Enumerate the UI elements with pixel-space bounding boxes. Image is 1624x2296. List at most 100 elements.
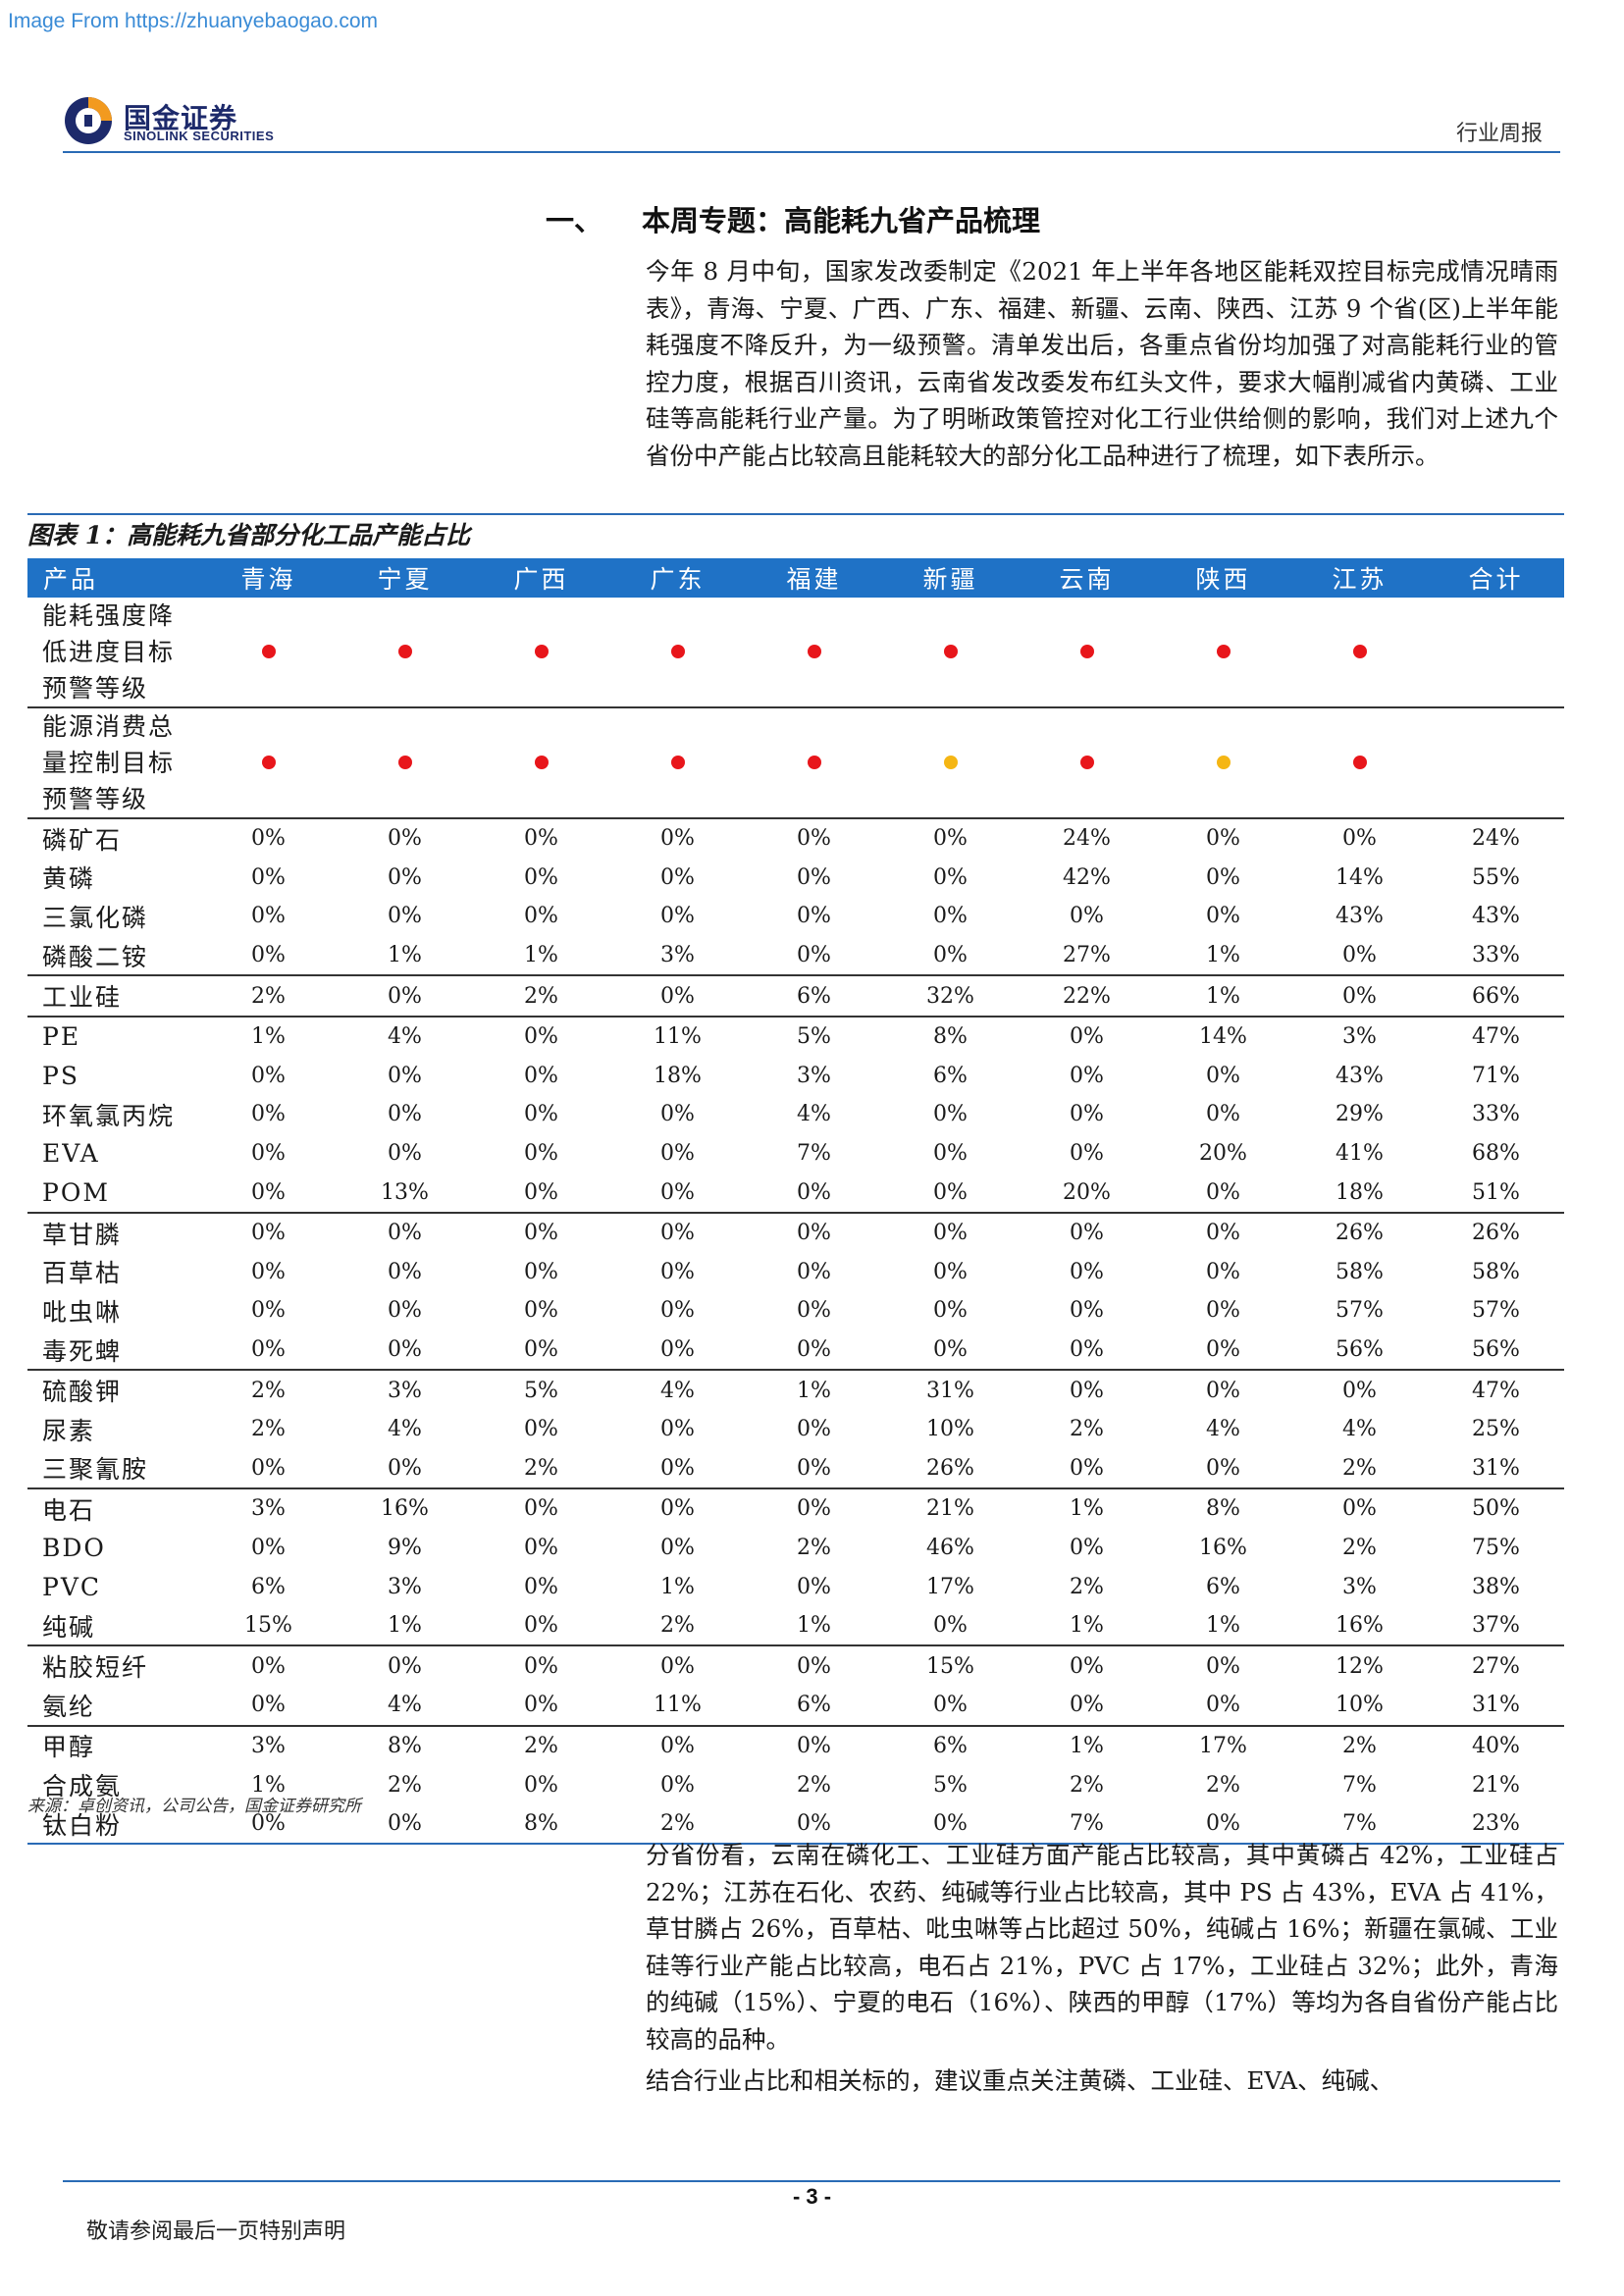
product-name-cell: 合成氨 xyxy=(42,1772,123,1801)
product-name-cell: 三聚氰胺 xyxy=(42,1455,149,1485)
share-value-cell: 43% xyxy=(1336,1063,1384,1088)
table-row: 工业硅 2% 0% 2% 0% 6% 32% 22% 1% 0% 66% xyxy=(27,974,1564,1017)
warning-cell xyxy=(200,706,337,818)
product-name-cell: 三氯化磷 xyxy=(42,903,149,932)
logo-chinese-name: 国金证券 xyxy=(124,102,238,134)
red-warning-dot-icon xyxy=(670,645,685,658)
share-value-cell: 46% xyxy=(926,1535,974,1560)
share-value-cell: 0% xyxy=(1155,1803,1291,1846)
share-value-cell: 0% xyxy=(1155,1369,1291,1410)
share-value-cell: 0% xyxy=(797,1455,831,1481)
share-value-cell: 1% xyxy=(1019,1724,1155,1766)
share-value-cell: 13% xyxy=(381,1179,429,1205)
product-name-cell: PVC xyxy=(42,1572,102,1601)
share-value-cell: 0% xyxy=(1070,1455,1104,1481)
share-value-cell: 1% xyxy=(1019,1487,1155,1529)
warning-cell xyxy=(337,598,473,707)
share-value-cell: 56% xyxy=(1336,1337,1384,1363)
share-value-cell: 42% xyxy=(1063,864,1111,890)
share-value-cell: 0% xyxy=(251,1535,286,1560)
report-type-label: 行业周报 xyxy=(1455,122,1543,146)
share-value-cell: 57% xyxy=(1472,1298,1520,1324)
red-warning-dot-icon xyxy=(261,645,276,658)
header-divider xyxy=(63,151,1560,153)
share-value-cell: 1% xyxy=(388,943,422,968)
product-name-cell: 吡虫啉 xyxy=(42,1297,123,1327)
footer-divider xyxy=(63,2180,1560,2182)
share-value-cell: 0% xyxy=(660,1417,695,1442)
share-value-cell: 2% xyxy=(609,1803,746,1846)
share-value-cell: 0% xyxy=(388,1455,422,1481)
share-value-cell: 0% xyxy=(1206,1179,1240,1205)
share-value-cell: 37% xyxy=(1472,1613,1520,1639)
share-value-cell: 0% xyxy=(524,1337,558,1363)
column-header: 广西 xyxy=(473,558,609,598)
red-warning-dot-icon xyxy=(1216,645,1231,658)
watermark-text: Image From https://zhuanyebaogao.com xyxy=(8,10,379,32)
share-value-cell: 0% xyxy=(251,943,286,968)
product-name-cell: BDO xyxy=(42,1533,106,1562)
share-value-cell: 0% xyxy=(524,1693,558,1718)
share-value-cell: 29% xyxy=(1336,1102,1384,1127)
analysis-paragraph: 分省份看，云南在磷化工、工业硅方面产能占比较高，其中黄磷占 42%，工业硅占 2… xyxy=(646,1841,1558,2054)
share-value-cell: 0% xyxy=(797,1259,831,1284)
share-value-cell: 0% xyxy=(933,1141,968,1167)
warning-cell xyxy=(473,598,609,707)
share-value-cell: 11% xyxy=(654,1693,702,1718)
share-value-cell: 16% xyxy=(1336,1613,1384,1639)
red-warning-dot-icon xyxy=(261,756,276,769)
logo-english-name: SINOLINK SECURITIES xyxy=(124,129,275,143)
share-value-cell: 0% xyxy=(933,1259,968,1284)
share-value-cell: 0% xyxy=(200,1644,337,1687)
product-name-cell: 甲醇 xyxy=(27,1724,200,1766)
share-value-cell: 0% xyxy=(251,1298,286,1324)
share-value-cell: 15% xyxy=(244,1613,292,1639)
share-value-cell: 0% xyxy=(1291,974,1428,1017)
share-value-cell: 8% xyxy=(882,1015,1019,1057)
share-value-cell: 2% xyxy=(797,1772,831,1798)
share-value-cell: 18% xyxy=(654,1063,702,1088)
share-value-cell: 0% xyxy=(660,1259,695,1284)
share-value-cell: 4% xyxy=(388,1693,422,1718)
share-value-cell: 0% xyxy=(882,1211,1019,1253)
table-row: 甲醇 3% 8% 2% 0% 0% 6% 1% 17% 2% 40% xyxy=(27,1724,1564,1766)
table-row: 粘胶短纤 0% 0% 0% 0% 0% 15% 0% 0% 12% 27% xyxy=(27,1644,1564,1687)
share-value-cell: 10% xyxy=(926,1417,974,1442)
share-value-cell: 43% xyxy=(1472,904,1520,929)
share-value-cell: 8% xyxy=(473,1803,609,1846)
table-row: EVA 0% 0% 0% 0% 7% 0% 0% 20% 41% 68% xyxy=(27,1134,1564,1174)
share-value-cell: 1% xyxy=(1206,1613,1240,1639)
share-value-cell: 0% xyxy=(337,1803,473,1846)
share-value-cell: 50% xyxy=(1428,1487,1564,1529)
share-value-cell: 26% xyxy=(926,1455,974,1481)
share-value-cell: 26% xyxy=(1291,1211,1428,1253)
red-warning-dot-icon xyxy=(397,645,412,658)
product-name-cell: EVA xyxy=(42,1139,100,1169)
share-value-cell: 0% xyxy=(200,817,337,859)
table-row: 毒死蜱 0% 0% 0% 0% 0% 0% 0% 0% 56% 56% xyxy=(27,1331,1564,1371)
share-value-cell: 33% xyxy=(1472,1102,1520,1127)
share-value-cell: 0% xyxy=(1206,1259,1240,1284)
table-row: 硫酸钾 2% 3% 5% 4% 1% 31% 0% 0% 0% 47% xyxy=(27,1369,1564,1410)
share-value-cell: 25% xyxy=(1472,1417,1520,1442)
share-value-cell: 0% xyxy=(1070,1298,1104,1324)
red-warning-dot-icon xyxy=(1079,756,1094,769)
share-value-cell: 0% xyxy=(524,864,558,890)
share-value-cell: 9% xyxy=(388,1535,422,1560)
share-value-cell: 0% xyxy=(1070,1259,1104,1284)
share-value-cell: 33% xyxy=(1472,943,1520,968)
share-value-cell: 0% xyxy=(1206,1337,1240,1363)
red-warning-dot-icon xyxy=(943,645,958,658)
share-value-cell: 0% xyxy=(933,1337,968,1363)
share-value-cell: 2% xyxy=(473,974,609,1017)
warning-cell xyxy=(882,706,1019,818)
conclusion-paragraph: 结合行业占比和相关标的，建议重点关注黄磷、工业硅、EVA、纯碱、 xyxy=(646,2066,1394,2095)
share-value-cell: 1% xyxy=(746,1369,882,1410)
red-warning-dot-icon xyxy=(534,756,549,769)
capacity-share-table: 产品 青海 宁夏 广西 广东 福建 新疆 云南 陕西 江苏 合计 能耗强度降低进度目标预警等级 能源消… xyxy=(27,558,1564,1846)
share-value-cell: 5% xyxy=(746,1015,882,1057)
share-value-cell: 47% xyxy=(1428,1369,1564,1410)
share-value-cell: 0% xyxy=(660,1455,695,1481)
warning-cell xyxy=(473,706,609,818)
share-value-cell: 40% xyxy=(1428,1724,1564,1766)
